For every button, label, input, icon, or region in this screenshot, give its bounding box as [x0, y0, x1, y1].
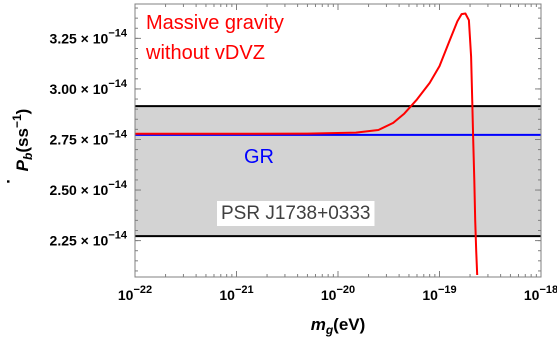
y-tick-label: 3.00 × 10−14	[50, 78, 128, 97]
y-title-rest: (ss	[13, 128, 32, 153]
y-title-base: P	[13, 159, 32, 171]
y-tick-label: 2.75 × 10−14	[50, 128, 128, 147]
series-label-line-2: without vDVZ	[145, 42, 265, 64]
y-title-dot: ·	[0, 178, 18, 184]
x-tick-label: 10−22	[118, 284, 152, 303]
x-title-rest: (eV)	[333, 315, 365, 334]
x-axis-title: mg(eV)	[311, 315, 366, 337]
x-tick-label: 10−18	[524, 284, 557, 303]
y-tick-label: 3.25 × 10−14	[50, 27, 128, 46]
y-tick-label: 2.50 × 10−14	[50, 179, 128, 198]
x-title-sub: g	[325, 323, 334, 337]
x-tick-label: 10−21	[219, 284, 253, 303]
massive-gravity-curve	[135, 12, 479, 276]
y-title-sub: b	[21, 153, 35, 160]
x-tick-label: 10−20	[321, 284, 355, 303]
psr-label: PSR J1738+0333	[221, 203, 370, 224]
series-label-line-1: Massive gravity	[146, 12, 284, 34]
x-tick-label: 10−19	[422, 284, 456, 303]
x-title-base: m	[311, 315, 326, 334]
x-axis-ticks: 10−22 10−21 10−20 10−19 10−18	[118, 4, 557, 303]
psr-label-background	[217, 201, 375, 226]
y-axis-ticks: 2.25 × 10−14 2.50 × 10−14 2.75 × 10−14 3.00…	[50, 7, 541, 272]
y-axis-title: Pb(ss−1)	[10, 109, 35, 172]
y-title-sup: −1	[10, 114, 24, 128]
y-tick-label: 2.25 × 10−14	[50, 230, 128, 249]
y-title-close: )	[13, 109, 32, 115]
gr-label: GR	[244, 146, 274, 168]
